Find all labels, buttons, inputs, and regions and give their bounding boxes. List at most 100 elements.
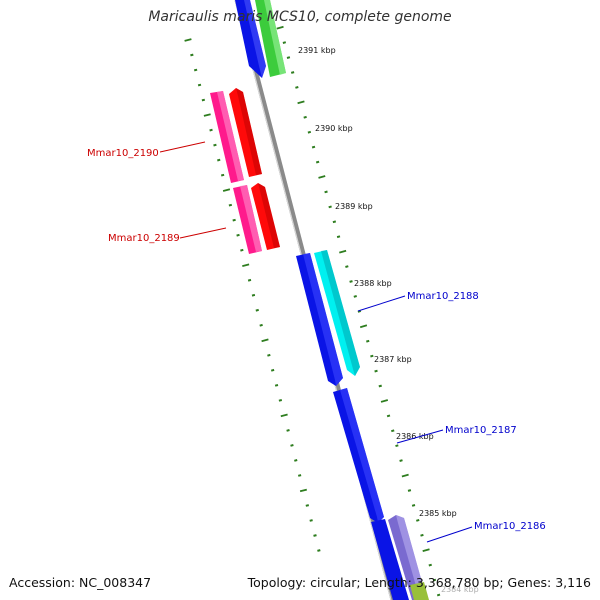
minor-tick — [386, 414, 391, 418]
minor-tick — [290, 444, 294, 447]
minor-tick — [399, 459, 403, 462]
minor-tick — [213, 143, 217, 147]
minor-tick — [236, 233, 240, 237]
minor-tick — [420, 533, 424, 537]
leader-line-2189 — [179, 227, 227, 239]
major-tick — [297, 100, 305, 105]
gene-label-2186-group[interactable]: Mmar10_2186 — [426, 521, 546, 543]
minor-tick — [374, 369, 378, 373]
topology-text: Topology: circular; Length: 3,368,780 bp… — [247, 575, 591, 590]
gene-arrow-pink-2190-shade — [217, 91, 244, 181]
minor-tick — [407, 489, 412, 492]
gene-arrow-blue-2188-shade — [303, 253, 343, 386]
gene-label-2188-group[interactable]: Mmar10_2188 — [357, 291, 479, 312]
kbp-label-2385: 2385 kbp — [419, 509, 457, 518]
major-tick — [276, 25, 284, 30]
minor-tick — [432, 578, 437, 582]
gene-arrow-red-2189[interactable] — [251, 183, 280, 250]
leader-line-2188 — [357, 295, 406, 312]
minor-tick — [311, 145, 316, 149]
kbp-label-2386: 2386 kbp — [396, 432, 434, 441]
gene-label-2187-group[interactable]: Mmar10_2187 — [396, 425, 517, 444]
major-tick — [318, 175, 326, 179]
minor-tick — [282, 41, 287, 44]
gene-label-2188[interactable]: Mmar10_2188 — [407, 291, 479, 302]
gene-arrow-blue-top-shade — [244, 0, 266, 78]
minor-tick — [345, 265, 349, 268]
minor-tick — [370, 354, 374, 358]
minor-tick — [190, 53, 194, 57]
leader-line-2186 — [426, 526, 473, 543]
minor-tick — [305, 504, 310, 507]
gene-arrow-red-2190-shade — [236, 88, 262, 175]
minor-tick — [317, 549, 321, 552]
minor-tick — [251, 293, 256, 297]
minor-tick — [228, 203, 233, 207]
minor-tick — [391, 429, 395, 433]
gene-label-2186[interactable]: Mmar10_2186 — [474, 521, 546, 532]
gene-arrow-red-2190[interactable] — [229, 88, 262, 177]
major-tick — [380, 399, 389, 403]
minor-tick — [278, 399, 283, 402]
minor-tick — [274, 384, 279, 387]
major-tick — [203, 113, 211, 117]
minor-tick — [217, 158, 221, 162]
gene-arrow-pink-2189-shade — [240, 185, 262, 252]
minor-tick — [416, 518, 420, 522]
minor-tick — [220, 173, 225, 177]
kbp-labels: 2391 kbp 2390 kbp 2389 kbp 2388 kbp 2387… — [298, 46, 479, 594]
minor-tick — [366, 339, 370, 343]
minor-tick — [336, 235, 341, 239]
gene-label-2190[interactable]: Mmar10_2190 — [87, 148, 159, 159]
leader-line-2187 — [396, 429, 444, 444]
gene-arrow-blue-bottom[interactable] — [371, 519, 409, 600]
minor-tick — [378, 384, 382, 388]
map-title: Maricaulis maris MCS10, complete genome — [148, 9, 452, 25]
gene-label-2189-group[interactable]: Mmar10_2189 — [108, 227, 227, 244]
minor-tick — [349, 280, 353, 283]
gene-label-2190-group[interactable]: Mmar10_2190 — [87, 141, 206, 159]
major-tick — [222, 188, 231, 192]
kbp-label-2384: 2384 kbp — [441, 585, 479, 594]
gene-arrow-blue-2187-shade — [340, 388, 384, 523]
kbp-label-2390: 2390 kbp — [315, 124, 353, 133]
gene-arrow-cyan-2188-shade — [321, 250, 360, 376]
minor-tick — [313, 534, 317, 537]
leader-line-2190 — [159, 141, 206, 153]
minor-tick — [267, 353, 271, 357]
minor-tick — [353, 295, 357, 298]
outer-tick-scale — [276, 25, 441, 597]
minor-tick — [436, 593, 441, 597]
minor-tick — [209, 128, 213, 132]
minor-tick — [332, 220, 337, 224]
minor-tick — [286, 429, 290, 432]
gene-label-2189[interactable]: Mmar10_2189 — [108, 233, 180, 244]
major-tick — [359, 324, 368, 329]
gene-arrow-purple-2186-shade — [396, 515, 427, 600]
accession-text: Accession: NC_008347 — [9, 575, 152, 590]
minor-tick — [286, 56, 291, 59]
minor-tick — [307, 130, 312, 134]
major-tick — [242, 263, 250, 267]
major-tick — [184, 38, 192, 42]
gene-label-2187[interactable]: Mmar10_2187 — [445, 425, 517, 436]
minor-tick — [328, 205, 332, 209]
major-tick — [280, 413, 288, 418]
minor-tick — [411, 504, 416, 507]
gene-arrow-red-2189-shade — [258, 183, 280, 248]
minor-tick — [309, 519, 313, 522]
gene-arrow-olive-bottom[interactable] — [410, 582, 429, 600]
minor-tick — [357, 309, 362, 313]
minor-tick — [290, 71, 295, 74]
major-tick — [261, 338, 269, 343]
minor-tick — [193, 68, 198, 72]
minor-tick — [315, 160, 320, 164]
kbp-label-2391: 2391 kbp — [298, 46, 336, 55]
kbp-label-2389: 2389 kbp — [335, 202, 373, 211]
kbp-label-2387: 2387 kbp — [374, 355, 412, 364]
minor-tick — [255, 308, 259, 312]
minor-tick — [297, 474, 302, 477]
minor-tick — [232, 218, 236, 222]
major-tick — [401, 473, 409, 478]
